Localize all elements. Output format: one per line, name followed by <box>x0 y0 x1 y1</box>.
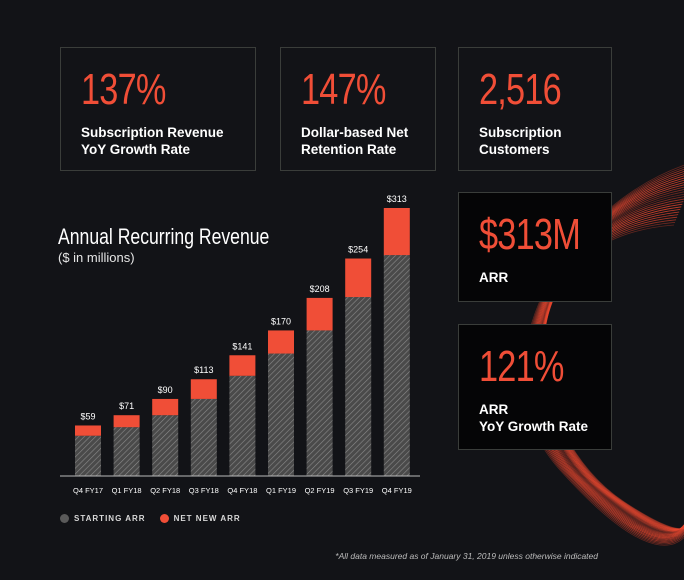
bar-total-label: $313 <box>387 194 407 204</box>
bar-total-label: $113 <box>194 365 213 375</box>
stat-label: Subscription Revenue YoY Growth Rate <box>81 125 224 157</box>
bar-total-label: $90 <box>158 385 173 395</box>
bar-total-label: $254 <box>348 245 368 255</box>
bar-starting-arr <box>229 375 256 476</box>
bar-net-new-arr <box>268 330 294 354</box>
x-tick-label: Q1 FY19 <box>266 486 296 495</box>
stat-card-arr-growth: 121% ARR YoY Growth Rate <box>458 324 612 450</box>
chart-title: Annual Recurring Revenue <box>58 224 270 249</box>
chart-subtitle: ($ in millions) <box>58 250 135 265</box>
x-tick-label: Q4 FY19 <box>382 486 412 495</box>
bar-starting-arr <box>75 435 101 476</box>
stat-card-arr: $313M ARR <box>458 192 612 302</box>
bar-net-new-arr <box>306 297 333 331</box>
legend-item-net-new-arr: NET NEW ARR <box>159 514 241 523</box>
stat-label: Subscription Customers <box>479 125 562 157</box>
x-tick-label: Q2 FY18 <box>150 486 180 495</box>
bar-starting-arr <box>383 255 410 476</box>
stat-label: ARR <box>479 270 509 285</box>
stat-label: Dollar-based Net Retention Rate <box>301 125 409 157</box>
stat-card-net-retention-rate: 147% Dollar-based Net Retention Rate <box>280 47 436 171</box>
stat-value: 147% <box>301 65 386 114</box>
x-tick-label: Q3 FY18 <box>189 486 219 495</box>
x-tick-label: Q2 FY19 <box>305 486 335 495</box>
legend-label: NET NEW ARR <box>173 514 241 523</box>
bar-total-label: $208 <box>310 284 330 294</box>
stat-card-subscription-customers: 2,516 Subscription Customers <box>458 47 612 171</box>
legend-item-starting-arr: STARTING ARR <box>60 514 146 523</box>
bar-net-new-arr <box>345 258 372 298</box>
bar-starting-arr <box>152 415 179 476</box>
bar-net-new-arr <box>113 415 140 428</box>
x-tick-label: Q1 FY18 <box>112 486 142 495</box>
stat-value: 137% <box>81 65 166 114</box>
legend-swatch-starting-arr <box>60 514 69 523</box>
bar-total-label: $59 <box>80 411 95 421</box>
chart-legend: STARTING ARR NET NEW ARR <box>60 514 241 523</box>
bar-starting-arr <box>190 398 217 476</box>
bar-starting-arr <box>113 427 140 476</box>
stat-label: ARR YoY Growth Rate <box>479 402 589 434</box>
legend-label: STARTING ARR <box>74 514 146 523</box>
bar-starting-arr <box>306 330 333 476</box>
bar-net-new-arr <box>152 398 179 416</box>
legend-swatch-net-new-arr <box>159 514 169 523</box>
bar-net-new-arr <box>190 379 217 399</box>
bar-total-label: $141 <box>232 341 252 351</box>
bar-net-new-arr <box>229 355 256 376</box>
bar-starting-arr <box>268 353 294 476</box>
stat-value: 2,516 <box>479 65 562 114</box>
bar-starting-arr <box>345 297 372 476</box>
bar-total-label: $71 <box>119 401 134 411</box>
bar-net-new-arr <box>75 425 101 436</box>
stat-value: $313M <box>479 210 581 259</box>
x-tick-label: Q4 FY17 <box>73 486 103 495</box>
bar-net-new-arr <box>383 208 410 256</box>
bar-total-label: $170 <box>271 316 291 326</box>
stat-value: 121% <box>479 342 564 391</box>
stat-card-subscription-revenue-growth: 137% Subscription Revenue YoY Growth Rat… <box>60 47 256 171</box>
x-tick-label: Q3 FY19 <box>343 486 373 495</box>
x-tick-label: Q4 FY18 <box>227 486 257 495</box>
footnote: *All data measured as of January 31, 201… <box>335 551 598 561</box>
